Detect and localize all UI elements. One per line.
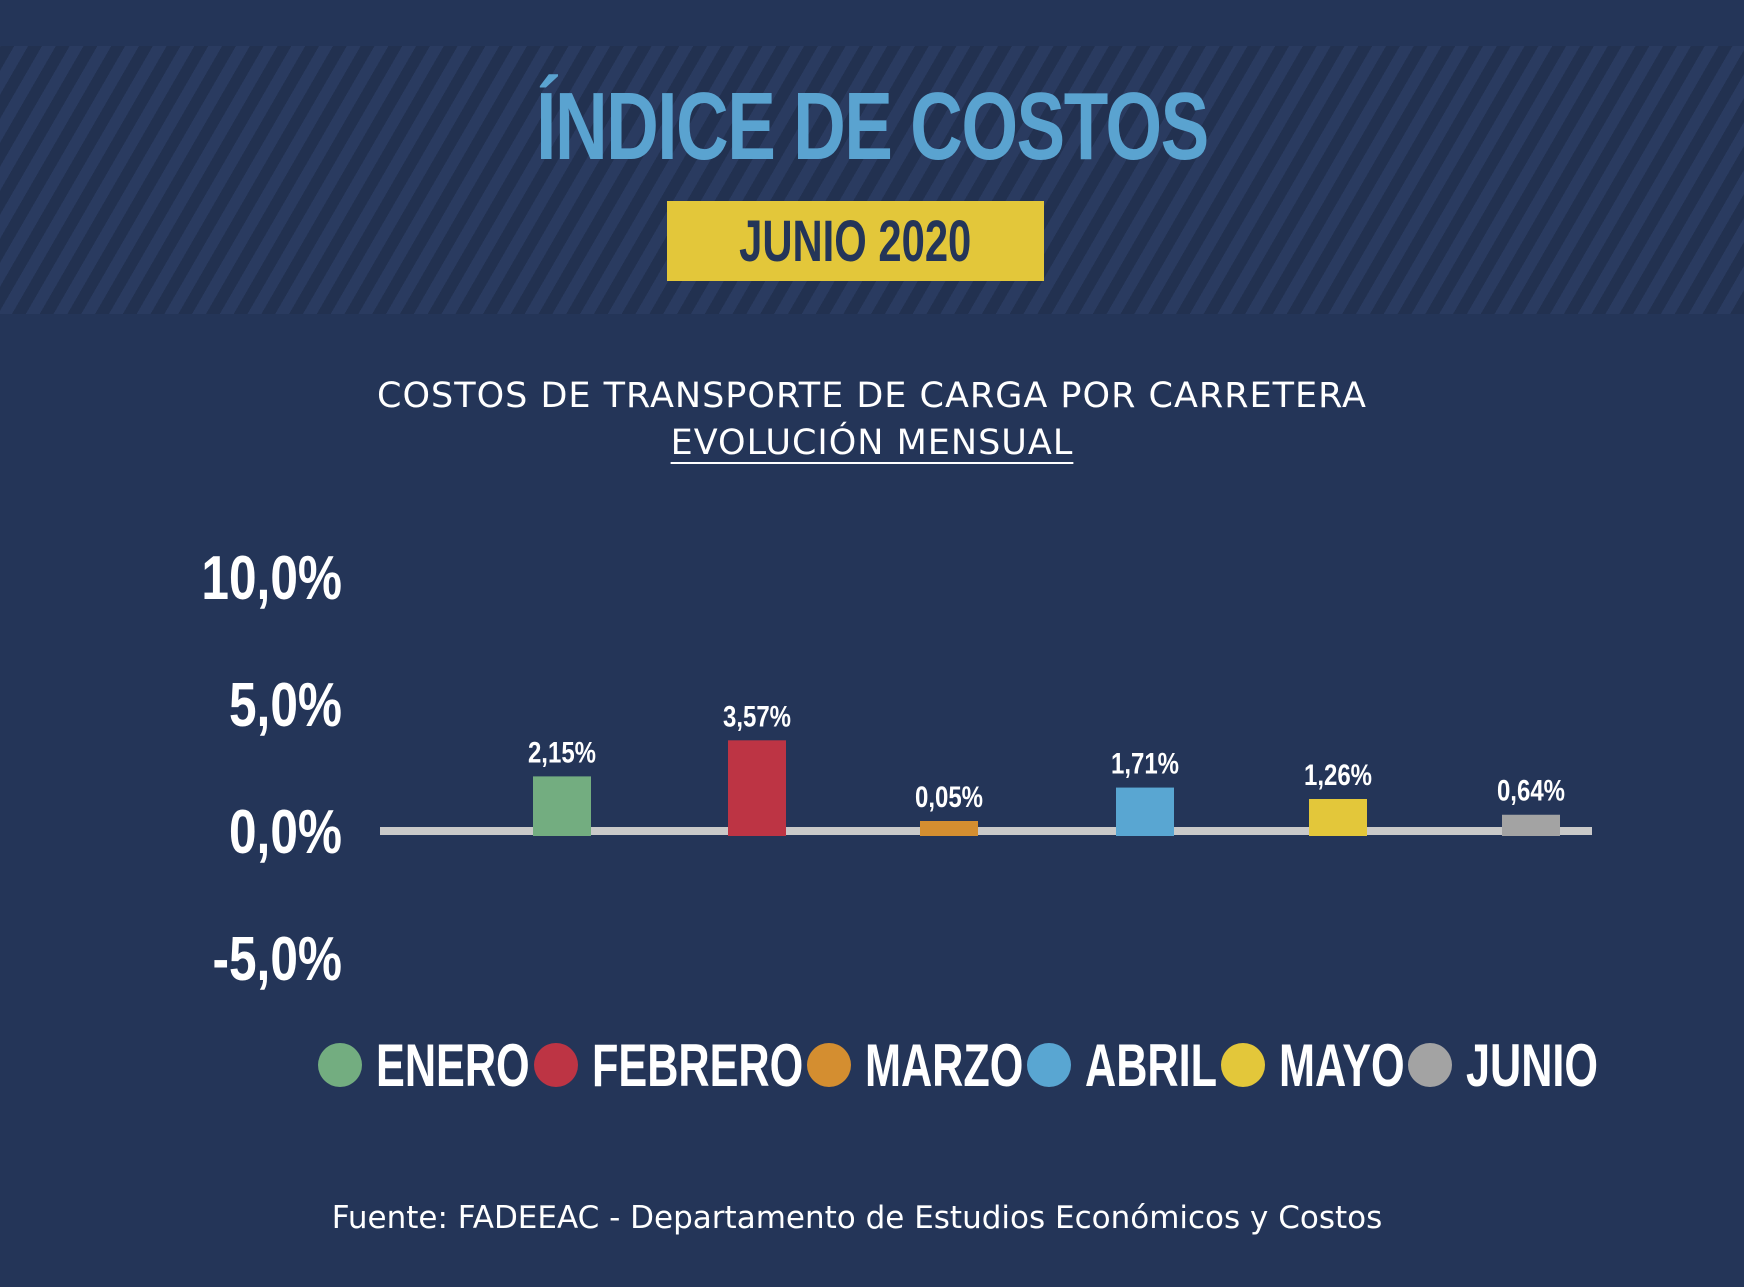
legend-item-marzo: MARZO xyxy=(806,1031,1024,1100)
legend-label: FEBRERO xyxy=(591,1031,803,1099)
bar-enero xyxy=(533,776,591,836)
source-note: Fuente: FADEEAC - Departamento de Estudi… xyxy=(331,1200,1383,1236)
y-tick-label: 5,0% xyxy=(229,670,342,740)
main-title: ÍNDICE DE COSTOS xyxy=(536,73,1209,180)
chart-title: COSTOS DE TRANSPORTE DE CARGA POR CARRET… xyxy=(377,376,1367,416)
legend-item-febrero: FEBRERO xyxy=(533,1031,804,1100)
data-label: 1,71% xyxy=(1111,746,1179,780)
legend-item-enero: ENERO xyxy=(318,1031,530,1100)
data-label: 3,57% xyxy=(723,699,791,733)
legend-swatch xyxy=(1220,1043,1265,1087)
bar-abril xyxy=(1116,787,1174,836)
legend-label: JUNIO xyxy=(1465,1031,1598,1099)
data-label: 0,05% xyxy=(915,779,983,813)
legend-swatch xyxy=(806,1043,851,1087)
date-badge: JUNIO 2020 xyxy=(667,201,1044,281)
legend-swatch xyxy=(318,1043,362,1087)
bar-mayo xyxy=(1309,798,1367,836)
legend-swatch xyxy=(1026,1043,1071,1087)
chart-legend: ENERO FEBRERO MARZO ABRIL MAYO JUNIO xyxy=(318,1030,1598,1100)
bar-marzo xyxy=(920,821,978,836)
legend-label: ENERO xyxy=(376,1031,530,1099)
legend-label: ABRIL xyxy=(1084,1031,1217,1099)
bar-junio xyxy=(1502,814,1560,836)
chart-subtitle-text: EVOLUCIÓN MENSUAL xyxy=(670,423,1074,463)
legend-item-junio: JUNIO xyxy=(1407,1031,1598,1100)
y-tick-label: 0,0% xyxy=(229,797,342,867)
legend-swatch xyxy=(1407,1043,1452,1087)
legend-item-abril: ABRIL xyxy=(1026,1031,1217,1100)
data-label: 1,26% xyxy=(1304,757,1372,791)
data-label: 0,64% xyxy=(1497,773,1565,807)
legend-item-mayo: MAYO xyxy=(1220,1031,1405,1100)
zero-axis-line xyxy=(380,827,1592,835)
legend-label: MAYO xyxy=(1278,1031,1405,1099)
y-tick-label: -5,0% xyxy=(212,924,342,994)
data-label: 2,15% xyxy=(528,735,596,769)
legend-label: MARZO xyxy=(864,1031,1024,1099)
chart-subtitle: EVOLUCIÓN MENSUAL xyxy=(0,423,1744,463)
legend-swatch xyxy=(533,1043,578,1087)
y-tick-label: 10,0% xyxy=(201,543,342,613)
date-label: JUNIO 2020 xyxy=(739,208,972,274)
bar-febrero xyxy=(728,740,786,836)
